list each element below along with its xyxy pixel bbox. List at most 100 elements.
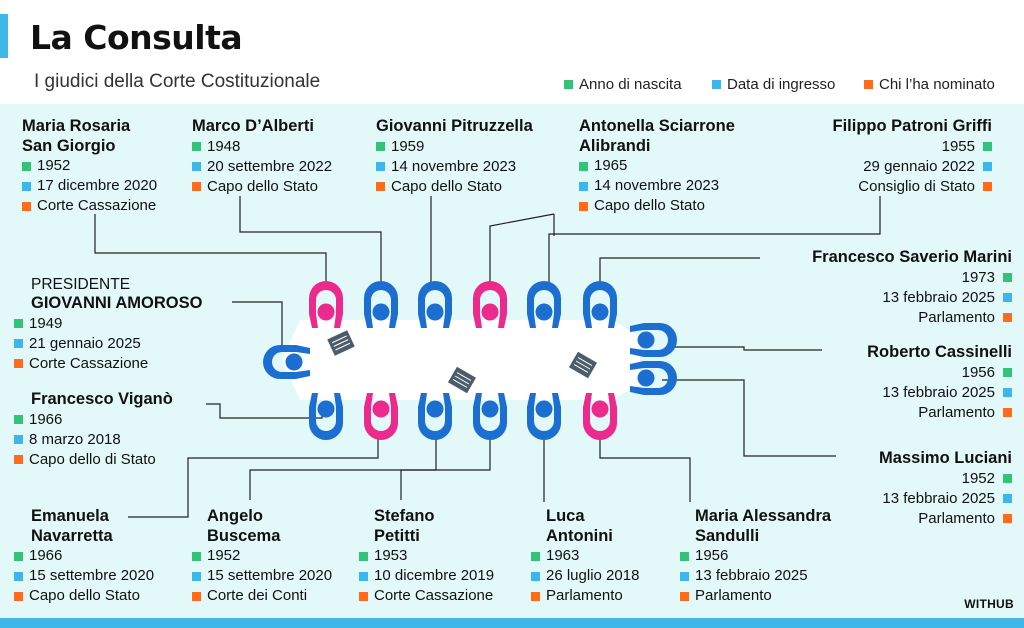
- legend-appointed-label: Chi l’ha nominato: [879, 76, 995, 93]
- appointed-by: Capo dello Stato: [594, 197, 705, 214]
- footer-bar: [0, 618, 1024, 628]
- legend-appointed: Chi l’ha nominato: [864, 76, 995, 93]
- man-judge-icon: [630, 323, 677, 357]
- entry-date: 13 febbraio 2025: [882, 383, 995, 401]
- orange-square-icon: [14, 359, 23, 368]
- judge-dalberti: Marco D’Alberti 1948 20 settembre 2022 C…: [192, 117, 332, 197]
- woman-judge-icon: [309, 281, 343, 328]
- orange-square-icon: [22, 201, 31, 211]
- green-square-icon: [680, 551, 689, 561]
- green-square-icon: [1003, 474, 1012, 483]
- green-square-icon: [1003, 368, 1012, 377]
- blue-square-icon: [14, 339, 23, 348]
- orange-square-icon: [192, 591, 201, 601]
- judge-name: Emanuela Navarretta: [31, 507, 113, 545]
- appointed-by: Capo dello di Stato: [29, 450, 156, 468]
- green-square-icon: [564, 80, 573, 89]
- entry-date: 15 settembre 2020: [29, 567, 155, 584]
- judge-figures: [263, 281, 677, 440]
- page-title: La Consulta: [30, 18, 243, 57]
- appointed-by: Capo dello Stato: [207, 177, 318, 195]
- birth-year: 1966: [29, 547, 63, 564]
- entry-date: 20 settembre 2022: [207, 157, 333, 175]
- appointed-by: Parlamento: [918, 308, 995, 326]
- entry-date: 10 dicembre 2019: [374, 567, 495, 584]
- judge-name: Maria Alessandra Sandulli: [695, 507, 832, 545]
- judge-sandulli: Maria Alessandra Sandulli 1956 13 febbrai…: [680, 507, 831, 606]
- woman-judge-icon: [364, 393, 398, 440]
- blue-square-icon: [1003, 388, 1012, 397]
- man-judge-icon: [527, 281, 561, 328]
- entry-date: 13 febbraio 2025: [695, 567, 808, 584]
- birth-year: 1949: [29, 314, 63, 332]
- entry-date: 13 febbraio 2025: [882, 288, 995, 306]
- judge-marini: Francesco Saverio Marini 1973 13 febbrai…: [812, 248, 1012, 328]
- entry-date: 13 febbraio 2025: [882, 489, 995, 507]
- birth-year: 1948: [207, 137, 241, 155]
- judge-griffi: Filippo Patroni Griffi 1955 29 gennaio 2…: [833, 117, 992, 197]
- judge-buscema: Angelo Buscema 1952 15 settembre 2020 Cor…: [192, 507, 332, 606]
- orange-square-icon: [531, 591, 540, 601]
- page-subtitle: I giudici della Corte Costituzionale: [34, 71, 321, 92]
- judge-sangiorgio: Maria Rosaria San Giorgio 1952 17 dicembr…: [22, 117, 157, 216]
- birth-year: 1952: [961, 469, 995, 487]
- orange-square-icon: [579, 201, 588, 211]
- judge-navarretta: Emanuela Navarretta 1966 15 settembre 202…: [14, 507, 154, 606]
- man-judge-icon: [473, 393, 507, 440]
- blue-square-icon: [1003, 293, 1012, 302]
- judge-cassinelli: Roberto Cassinelli 1956 13 febbraio 2025…: [867, 343, 1012, 423]
- green-square-icon: [14, 415, 23, 424]
- man-judge-icon: [309, 393, 343, 440]
- judge-name: Francesco Saverio Marini: [812, 248, 1012, 266]
- judge-name: Francesco Viganò: [31, 390, 173, 408]
- judge-name: Maria Rosaria San Giorgio: [22, 117, 131, 155]
- orange-square-icon: [983, 182, 992, 191]
- judge-name: Stefano Petitti: [374, 507, 435, 545]
- blue-square-icon: [376, 162, 385, 171]
- green-square-icon: [192, 142, 201, 151]
- judge-name: Antonella Sciarrone Alibrandi: [579, 117, 735, 155]
- credit-logo: WITHUB: [964, 597, 1014, 611]
- entry-date: 29 gennaio 2022: [863, 157, 975, 175]
- man-judge-icon: [263, 345, 310, 379]
- blue-square-icon: [579, 181, 588, 191]
- judge-pitruzzella: Giovanni Pitruzzella 1959 14 novembre 20…: [376, 117, 533, 197]
- green-square-icon: [359, 551, 368, 561]
- judge-amoroso: PRESIDENTE GIOVANNI AMOROSO 1949 21 genn…: [14, 275, 202, 374]
- man-judge-icon: [583, 281, 617, 328]
- green-square-icon: [14, 551, 23, 561]
- appointed-by: Parlamento: [695, 587, 772, 604]
- judge-name: Giovanni Pitruzzella: [376, 117, 533, 135]
- judge-petitti: Stefano Petitti 1953 10 dicembre 2019 Cor…: [359, 507, 494, 606]
- judge-name: Marco D’Alberti: [192, 117, 314, 135]
- man-judge-icon: [527, 393, 561, 440]
- birth-year: 1965: [594, 157, 628, 174]
- green-square-icon: [376, 142, 385, 151]
- appointed-by: Parlamento: [918, 509, 995, 527]
- judge-antonini: Luca Antonini 1963 26 luglio 2018 Parlame…: [531, 507, 639, 606]
- birth-year: 1955: [941, 137, 975, 155]
- woman-judge-icon: [583, 393, 617, 440]
- judge-name: Luca Antonini: [546, 507, 613, 545]
- blue-square-icon: [983, 162, 992, 171]
- blue-square-icon: [192, 571, 201, 581]
- blue-square-icon: [14, 435, 23, 444]
- blue-square-icon: [14, 571, 23, 581]
- entry-date: 26 luglio 2018: [546, 567, 640, 584]
- blue-square-icon: [712, 80, 721, 89]
- appointed-by: Parlamento: [546, 587, 623, 604]
- orange-square-icon: [14, 591, 23, 601]
- entry-date: 17 dicembre 2020: [37, 177, 158, 194]
- title-accent-bar: [0, 14, 8, 58]
- blue-square-icon: [680, 571, 689, 581]
- orange-square-icon: [192, 182, 201, 191]
- birth-year: 1953: [374, 547, 408, 564]
- orange-square-icon: [1003, 408, 1012, 417]
- legend-entry: Data di ingresso: [712, 76, 835, 93]
- green-square-icon: [192, 551, 201, 561]
- birth-year: 1966: [29, 410, 63, 428]
- appointed-by: Capo dello Stato: [391, 177, 502, 195]
- entry-date: 14 novembre 2023: [594, 177, 720, 194]
- blue-square-icon: [22, 181, 31, 191]
